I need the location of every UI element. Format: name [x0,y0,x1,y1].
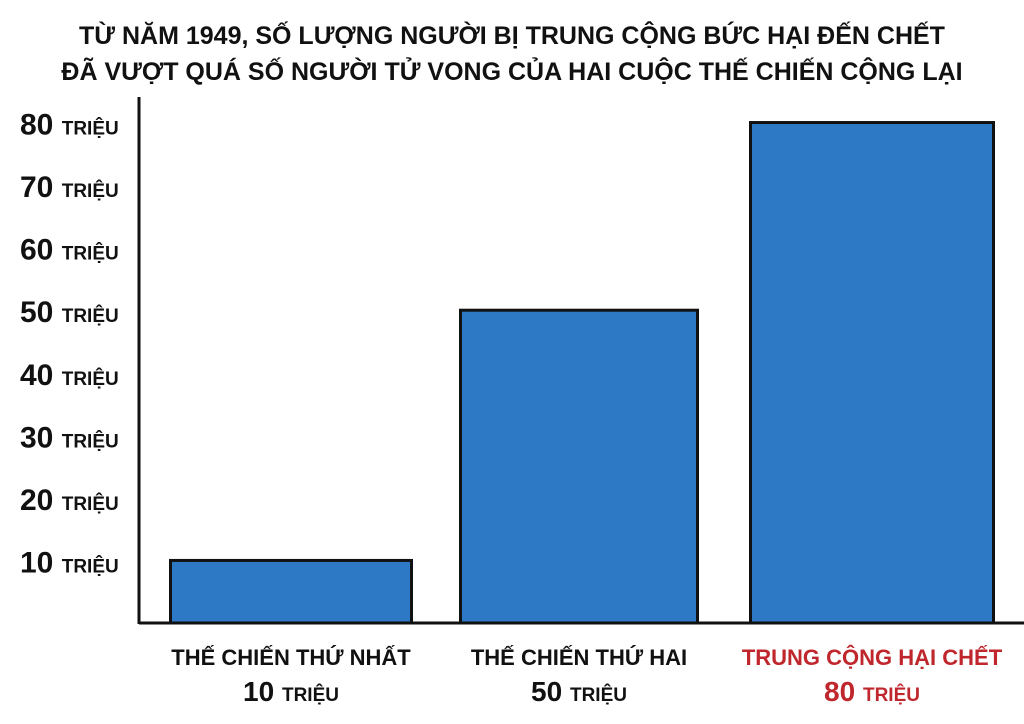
bar [459,308,699,625]
y-tick-label: 60 TRIỆU [20,234,119,267]
bar [169,558,413,625]
x-category-label: THẾ CHIẾN THỨ HAI [471,645,687,670]
x-category-value-unit: TRIỆU [863,684,920,706]
chart-title-line-2: ĐÃ VƯỢT QUÁ SỐ NGƯỜI TỬ VONG CỦA HAI CUỘ… [61,56,962,86]
y-tick-unit: TRIỆU [62,430,119,452]
x-axis-category-labels: THẾ CHIẾN THỨ NHẤT 10 TRIỆU THẾ CHIẾN THỨ … [171,645,1002,707]
y-axis-tick-labels: 10 TRIỆU 20 TRIỆU 30 TRIỆU 40 TRIỆU 50 TRIỆU… [20,109,119,580]
y-tick-label: 70 TRIỆU [20,171,119,204]
y-tick-unit: TRIỆU [62,305,119,327]
y-tick-label: 80 TRIỆU [20,109,119,142]
y-tick-label: 10 TRIỆU [20,546,119,579]
y-tick-unit: TRIỆU [62,118,119,140]
bars [169,121,995,625]
x-category-value-unit: TRIỆU [282,684,339,706]
y-tick-label: 30 TRIỆU [20,421,119,454]
x-category-label: THẾ CHIẾN THỨ NHẤT [171,645,411,670]
y-tick-unit: TRIỆU [62,243,119,265]
y-tick-label: 40 TRIỆU [20,359,119,392]
x-category-value-unit: TRIỆU [570,684,627,706]
bar [749,121,995,625]
x-category-value-label: 10 TRIỆU [243,676,339,707]
x-category-value-label: 80 TRIỆU [824,676,920,707]
chart-title: TỪ NĂM 1949, SỐ LƯỢNG NGƯỜI BỊ TRUNG CỘN… [61,20,962,86]
y-tick-label: 50 TRIỆU [20,296,119,329]
y-tick-label: 20 TRIỆU [20,484,119,517]
y-tick-unit: TRIỆU [62,493,119,515]
x-category-value-label: 50 TRIỆU [531,676,627,707]
y-tick-unit: TRIỆU [62,368,119,390]
y-tick-unit: TRIỆU [62,555,119,577]
y-tick-unit: TRIỆU [62,180,119,202]
x-category-label: TRUNG CỘNG HẠI CHẾT [742,645,1003,670]
chart-title-line-1: TỪ NĂM 1949, SỐ LƯỢNG NGƯỜI BỊ TRUNG CỘN… [79,20,945,50]
